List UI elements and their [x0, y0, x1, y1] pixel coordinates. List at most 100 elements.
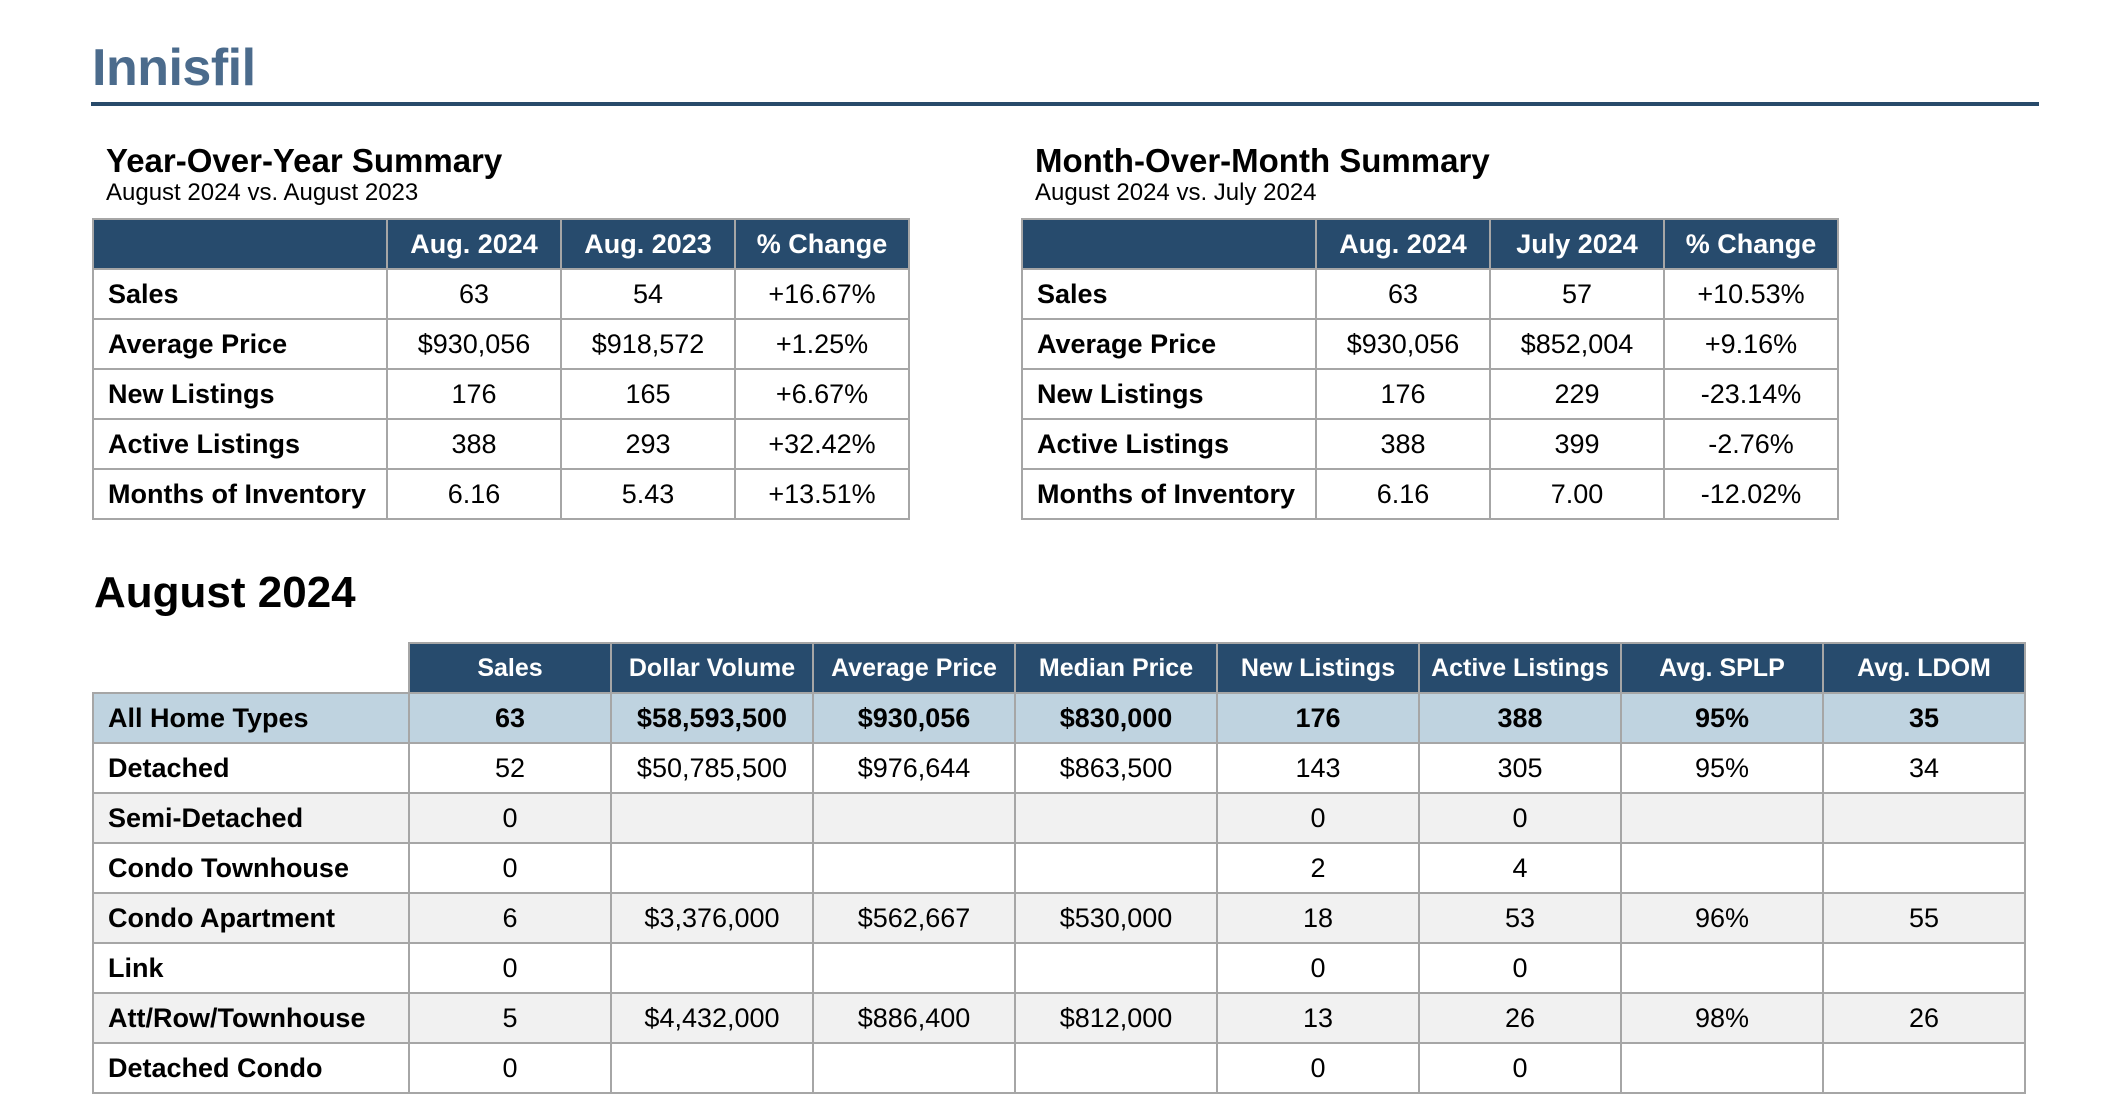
row-label: Condo Apartment: [92, 892, 410, 944]
table-cell: 6: [408, 892, 612, 944]
table-cell: 26: [1822, 992, 2026, 1044]
row-label: Link: [92, 942, 410, 994]
table-cell: $930,056: [812, 692, 1016, 744]
yoy-header-row: Aug. 2024 Aug. 2023 % Change: [92, 218, 910, 270]
table-cell: 0: [408, 792, 612, 844]
table-cell: $976,644: [812, 742, 1016, 794]
table-row: Average Price $930,056 $852,004 +9.16%: [1021, 318, 1839, 370]
table-row: Condo Townhouse 0 2 4: [92, 842, 2026, 894]
table-cell: $58,593,500: [610, 692, 814, 744]
table-cell: $863,500: [1014, 742, 1218, 794]
table-cell: 176: [1216, 692, 1420, 744]
table-cell: 55: [1822, 892, 2026, 944]
table-cell: [1620, 842, 1824, 894]
table-cell: +1.25%: [734, 318, 910, 370]
table-cell: [1014, 792, 1218, 844]
col-header-average-price: Average Price: [812, 642, 1016, 694]
table-cell: 165: [560, 368, 736, 420]
table-cell: -2.76%: [1663, 418, 1839, 470]
table-cell: [610, 942, 814, 994]
yoy-heading: Year-Over-Year Summary: [106, 142, 503, 179]
yoy-summary: Year-Over-Year Summary August 2024 vs. A…: [92, 142, 910, 520]
table-cell: 95%: [1620, 692, 1824, 744]
col-header-avg-ldom: Avg. LDOM: [1822, 642, 2026, 694]
table-cell: 6.16: [386, 468, 562, 520]
table-row: New Listings 176 165 +6.67%: [92, 368, 910, 420]
table-cell: 176: [1315, 368, 1491, 420]
table-row: Semi-Detached 0 0 0: [92, 792, 2026, 844]
table-row: Average Price $930,056 $918,572 +1.25%: [92, 318, 910, 370]
mom-subheading: August 2024 vs. July 2024: [1035, 179, 1317, 206]
row-label: New Listings: [1021, 368, 1317, 420]
row-label: Detached Condo: [92, 1042, 410, 1094]
table-cell: 0: [1418, 792, 1622, 844]
table-cell: 18: [1216, 892, 1420, 944]
table-cell: $930,056: [1315, 318, 1491, 370]
table-row: Months of Inventory 6.16 5.43 +13.51%: [92, 468, 910, 520]
table-cell: 54: [560, 268, 736, 320]
row-label: Average Price: [92, 318, 388, 370]
table-cell: $930,056: [386, 318, 562, 370]
table-cell: [1822, 792, 2026, 844]
table-cell: 0: [1418, 942, 1622, 994]
row-label: Att/Row/Townhouse: [92, 992, 410, 1044]
month-section-title: August 2024: [94, 568, 356, 617]
col-header-sales: Sales: [408, 642, 612, 694]
mom-heading: Month-Over-Month Summary: [1035, 142, 1490, 179]
table-row: Active Listings 388 293 +32.42%: [92, 418, 910, 470]
table-cell: $530,000: [1014, 892, 1218, 944]
page-title: Innisfil: [92, 39, 256, 97]
monthly-breakdown-table: Sales Dollar Volume Average Price Median…: [92, 642, 2026, 1094]
table-cell: 63: [386, 268, 562, 320]
table-cell: 5: [408, 992, 612, 1044]
table-cell: 98%: [1620, 992, 1824, 1044]
table-cell: 176: [386, 368, 562, 420]
table-cell: 388: [386, 418, 562, 470]
table-row: Sales 63 57 +10.53%: [1021, 268, 1839, 320]
row-label: Average Price: [1021, 318, 1317, 370]
row-label: Sales: [92, 268, 388, 320]
table-cell: 305: [1418, 742, 1622, 794]
table-cell: 52: [408, 742, 612, 794]
table-cell: [812, 842, 1016, 894]
row-label: New Listings: [92, 368, 388, 420]
col-header-new-listings: New Listings: [1216, 642, 1420, 694]
row-label: Active Listings: [92, 418, 388, 470]
table-cell: -23.14%: [1663, 368, 1839, 420]
mom-col-header: % Change: [1663, 218, 1839, 270]
mom-col-header: July 2024: [1489, 218, 1665, 270]
table-row-all-home-types: All Home Types 63 $58,593,500 $930,056 $…: [92, 692, 2026, 744]
table-row: Condo Apartment 6 $3,376,000 $562,667 $5…: [92, 892, 2026, 944]
table-row: Detached Condo 0 0 0: [92, 1042, 2026, 1094]
table-cell: $812,000: [1014, 992, 1218, 1044]
col-header-dollar-volume: Dollar Volume: [610, 642, 814, 694]
table-cell: [1822, 1042, 2026, 1094]
table-cell: $852,004: [1489, 318, 1665, 370]
table-cell: 5.43: [560, 468, 736, 520]
table-cell: $886,400: [812, 992, 1016, 1044]
col-header-active-listings: Active Listings: [1418, 642, 1622, 694]
table-cell: 26: [1418, 992, 1622, 1044]
table-cell: 53: [1418, 892, 1622, 944]
table-cell: [610, 792, 814, 844]
mom-header-row: Aug. 2024 July 2024 % Change: [1021, 218, 1839, 270]
col-header-avg-splp: Avg. SPLP: [1620, 642, 1824, 694]
yoy-col-header: Aug. 2024: [386, 218, 562, 270]
table-cell: 0: [408, 942, 612, 994]
table-cell: 0: [1216, 1042, 1420, 1094]
table-cell: [1620, 1042, 1824, 1094]
table-cell: 63: [1315, 268, 1491, 320]
table-cell: 2: [1216, 842, 1420, 894]
table-cell: [812, 792, 1016, 844]
table-cell: $918,572: [560, 318, 736, 370]
table-cell: [610, 842, 814, 894]
breakdown-header-row: Sales Dollar Volume Average Price Median…: [93, 642, 2026, 694]
table-cell: 388: [1315, 418, 1491, 470]
yoy-header-blank: [92, 218, 388, 270]
table-row: Sales 63 54 +16.67%: [92, 268, 910, 320]
table-cell: 35: [1822, 692, 2026, 744]
table-row: New Listings 176 229 -23.14%: [1021, 368, 1839, 420]
table-cell: 95%: [1620, 742, 1824, 794]
row-label: Semi-Detached: [92, 792, 410, 844]
table-cell: 0: [1216, 792, 1420, 844]
